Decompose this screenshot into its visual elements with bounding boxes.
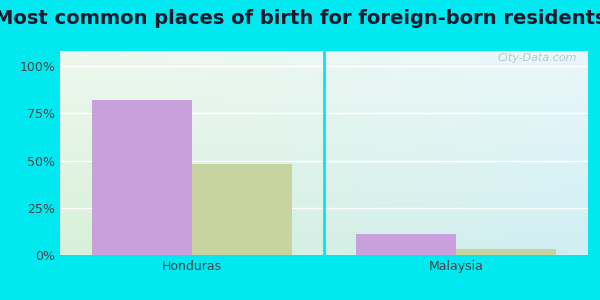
Bar: [192, 164, 292, 255]
Bar: [356, 234, 456, 255]
Bar: [92, 100, 192, 255]
Text: Most common places of birth for foreign-born residents: Most common places of birth for foreign-…: [0, 9, 600, 28]
Text: City-Data.com: City-Data.com: [498, 53, 577, 63]
Bar: [456, 249, 556, 255]
